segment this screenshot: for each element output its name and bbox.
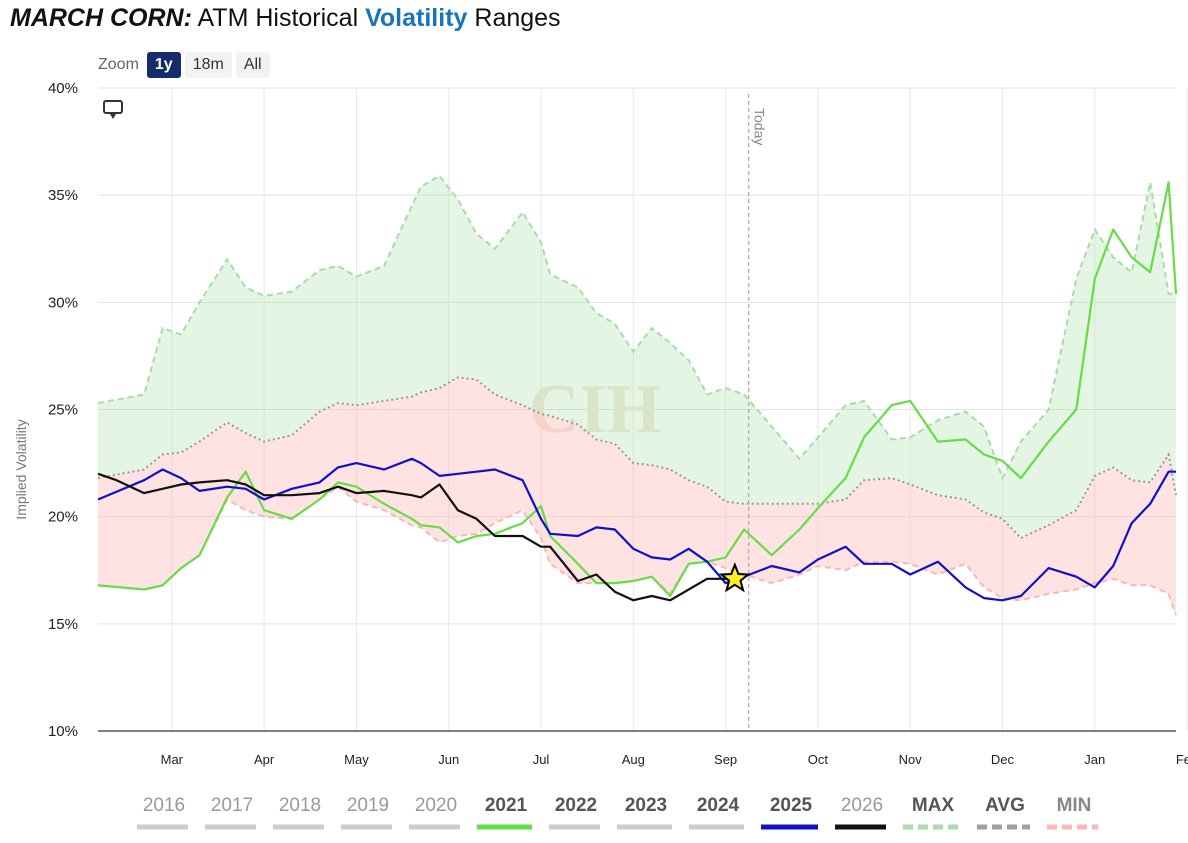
legend-item-2022[interactable]: 2022 bbox=[555, 795, 597, 816]
zoom-all-button[interactable]: All bbox=[235, 52, 270, 78]
legend-item-2017[interactable]: 2017 bbox=[211, 795, 253, 816]
legend-item-2023[interactable]: 2023 bbox=[625, 795, 667, 816]
x-tick-label: Jun bbox=[438, 752, 459, 767]
y-tick-label: 40% bbox=[48, 80, 78, 97]
legend-item-2020[interactable]: 2020 bbox=[415, 795, 457, 816]
zoom-controls: Zoom 1y 18m All bbox=[98, 52, 274, 78]
y-tick-label: 30% bbox=[48, 294, 78, 311]
y-tick-label: 20% bbox=[48, 509, 78, 526]
avg-min-band bbox=[98, 377, 1176, 616]
today-label: Today bbox=[752, 108, 768, 145]
series-line-2026 bbox=[97, 472, 735, 602]
zoom-label: Zoom bbox=[98, 56, 139, 73]
legend-item-2016[interactable]: 2016 bbox=[143, 795, 185, 816]
legend-item-max[interactable]: MAX bbox=[912, 795, 955, 816]
legend-item-min[interactable]: MIN bbox=[1057, 795, 1092, 816]
series-line-2025 bbox=[97, 457, 1176, 602]
legend-item-2021[interactable]: 2021 bbox=[485, 795, 528, 816]
x-tick-label: May bbox=[344, 752, 369, 767]
legend-item-2018[interactable]: 2018 bbox=[279, 795, 321, 816]
series-line-2021 bbox=[97, 181, 1178, 598]
y-axis-title: Implied Volatility bbox=[13, 419, 29, 519]
comment-icon bbox=[103, 100, 123, 114]
y-tick-label: 10% bbox=[48, 723, 78, 740]
x-tick-label: Oct bbox=[808, 752, 829, 767]
x-tick-label: Apr bbox=[254, 752, 275, 767]
x-tick-label: Mar bbox=[161, 752, 184, 767]
max-avg-band bbox=[98, 175, 1176, 539]
x-tick-label: Jan bbox=[1084, 752, 1105, 767]
x-tick-label: Sep bbox=[714, 752, 737, 767]
legend-item-2026[interactable]: 2026 bbox=[841, 795, 883, 816]
x-tick-label: Aug bbox=[622, 752, 645, 767]
zoom-18m-button[interactable]: 18m bbox=[184, 52, 232, 78]
watermark-logo: CIH bbox=[529, 371, 661, 448]
legend-item-2025[interactable]: 2025 bbox=[770, 795, 813, 816]
legend-item-2024[interactable]: 2024 bbox=[697, 795, 740, 816]
legend-item-2019[interactable]: 2019 bbox=[347, 795, 389, 816]
x-tick-label: Dec bbox=[991, 752, 1015, 767]
y-tick-label: 35% bbox=[48, 187, 78, 204]
x-tick-label: Jul bbox=[533, 752, 550, 767]
comment-icon-tail bbox=[109, 112, 117, 119]
max-line bbox=[97, 174, 1176, 481]
legend-item-avg[interactable]: AVG bbox=[985, 795, 1025, 816]
y-tick-label: 25% bbox=[48, 402, 78, 419]
chart-title: MARCH CORN: ATM Historical Volatility Ra… bbox=[10, 4, 561, 32]
x-tick-label: Nov bbox=[899, 752, 923, 767]
current-value-star-marker bbox=[718, 562, 751, 593]
avg-line bbox=[97, 376, 1177, 540]
x-tick-label: Feb bbox=[1176, 752, 1188, 767]
y-tick-label: 15% bbox=[48, 616, 78, 633]
zoom-1y-button[interactable]: 1y bbox=[146, 52, 181, 78]
